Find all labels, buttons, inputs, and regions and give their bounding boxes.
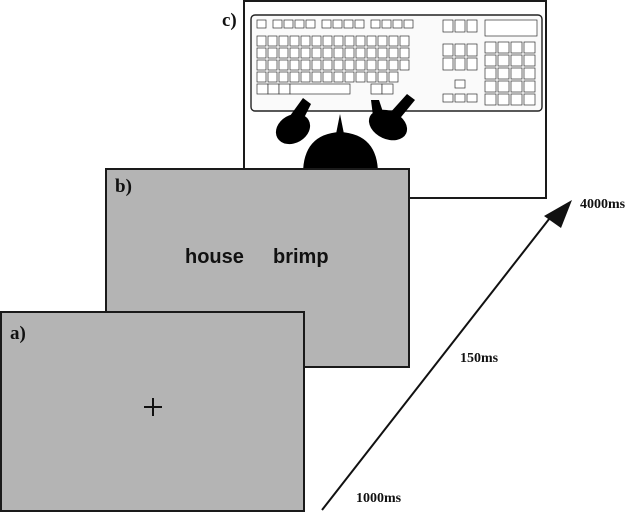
stimulus-word-left: house <box>185 246 244 268</box>
person-head-icon <box>303 114 378 174</box>
panel-c-response-screen: c) <box>222 0 547 199</box>
timing-label-fixation: 1000ms <box>356 491 402 506</box>
panel-a-label: a) <box>10 323 26 344</box>
timing-label-stimulus: 150ms <box>460 351 499 366</box>
timing-label-response: 4000ms <box>580 197 626 212</box>
stimulus-word-right: brimp <box>273 246 329 268</box>
keyboard-icon <box>250 14 543 112</box>
keyboard-illustration <box>250 14 543 174</box>
panel-b-label: b) <box>115 176 132 197</box>
panel-a-fixation-screen: a) <box>0 311 305 512</box>
hands-icon <box>275 94 415 145</box>
fixation-cross-icon <box>144 398 162 416</box>
panel-c-label: c) <box>222 10 237 31</box>
